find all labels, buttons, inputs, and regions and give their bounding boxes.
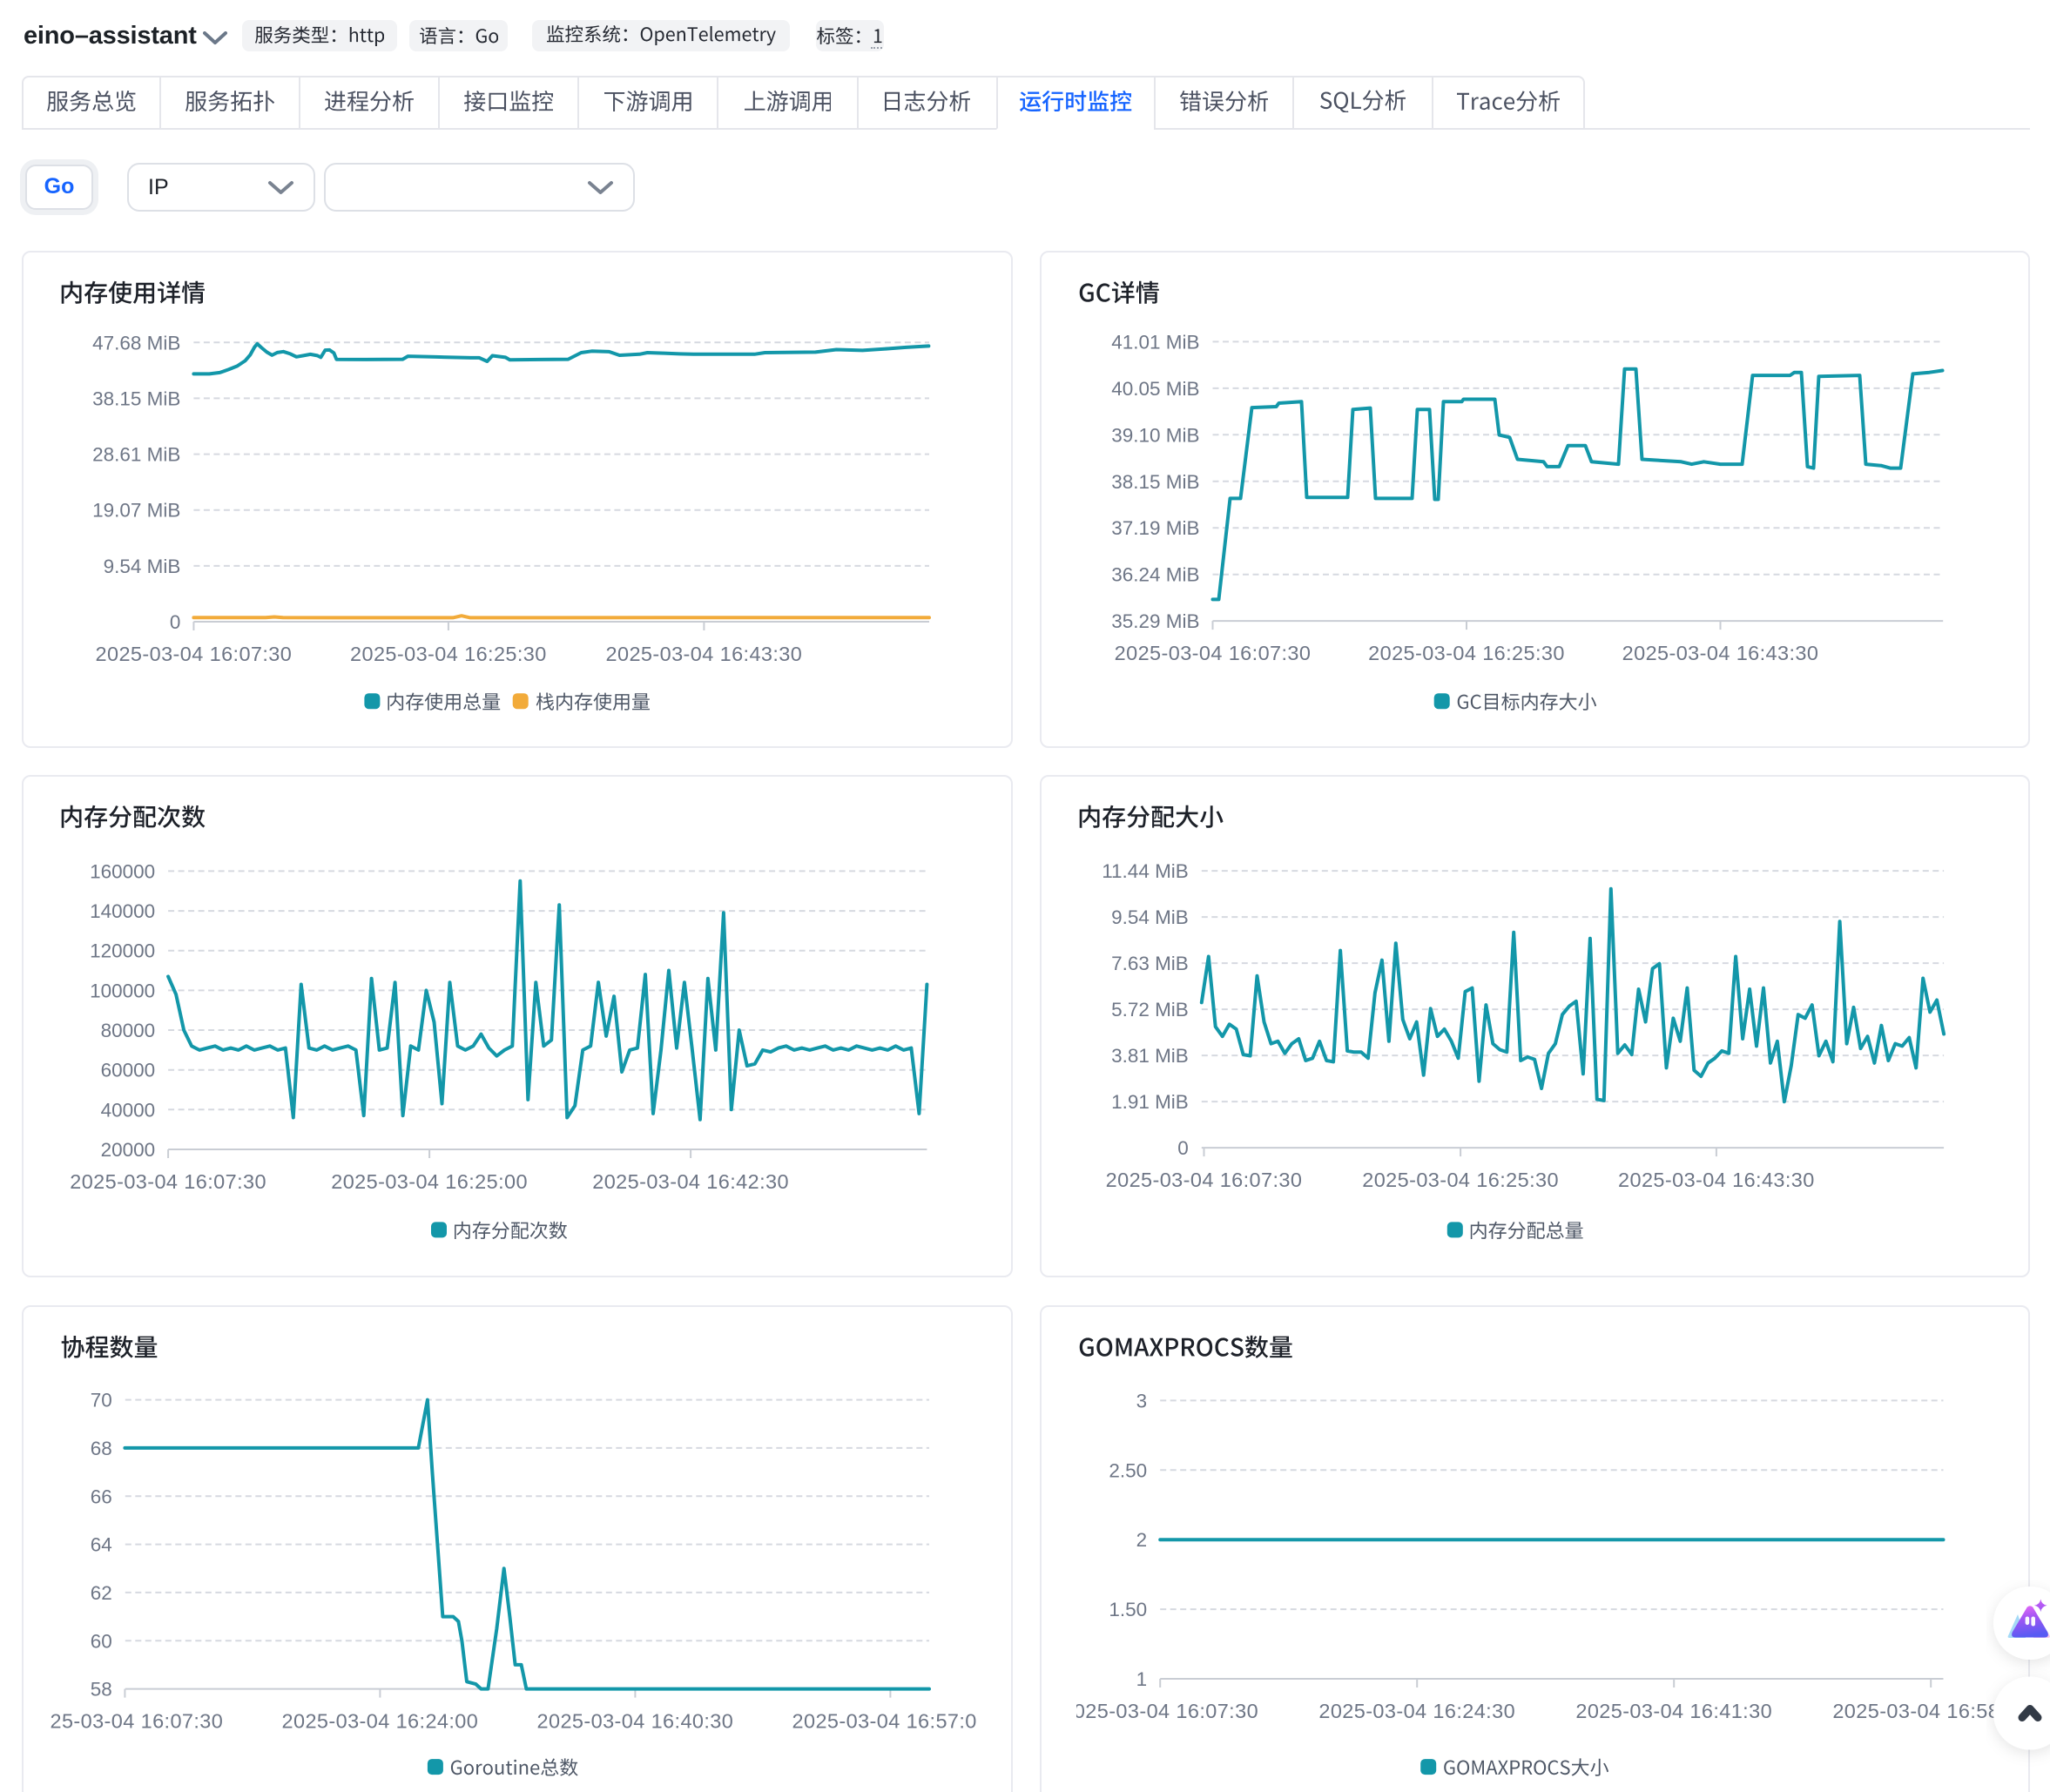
svg-text:64: 64	[90, 1534, 111, 1556]
svg-text:2025-03-04 16:42:30: 2025-03-04 16:42:30	[592, 1170, 789, 1193]
svg-text:0: 0	[1177, 1137, 1189, 1159]
svg-text:62: 62	[90, 1582, 111, 1604]
svg-text:2025-03-04 16:57:00: 2025-03-04 16:57:00	[792, 1710, 988, 1733]
svg-text:36.24 MiB: 36.24 MiB	[1111, 563, 1199, 585]
svg-text:2025-03-04 16:25:30: 2025-03-04 16:25:30	[350, 643, 547, 665]
svg-text:38.15 MiB: 38.15 MiB	[92, 387, 180, 409]
svg-text:2025-03-04 16:07:30: 2025-03-04 16:07:30	[1105, 1169, 1302, 1191]
svg-text:2025-03-04 16:25:30: 2025-03-04 16:25:30	[1368, 642, 1565, 664]
svg-text:37.19 MiB: 37.19 MiB	[1111, 517, 1199, 539]
svg-text:2025-03-04 16:43:30: 2025-03-04 16:43:30	[1622, 642, 1818, 664]
svg-text:2025-03-04 16:43:30: 2025-03-04 16:43:30	[605, 643, 802, 665]
svg-text:2025-03-04 16:43:30: 2025-03-04 16:43:30	[1618, 1169, 1815, 1191]
svg-text:2025-03-04 16:07:30: 2025-03-04 16:07:30	[26, 1710, 223, 1733]
svg-text:35.29 MiB: 35.29 MiB	[1111, 610, 1199, 632]
svg-text:2025-03-04 16:07:30: 2025-03-04 16:07:30	[70, 1170, 266, 1193]
svg-text:41.01 MiB: 41.01 MiB	[1111, 331, 1199, 353]
svg-text:39.10 MiB: 39.10 MiB	[1111, 424, 1199, 446]
svg-text:100000: 100000	[90, 980, 155, 1002]
svg-text:2025-03-04 16:07:30: 2025-03-04 16:07:30	[95, 643, 292, 665]
svg-text:11.44 MiB: 11.44 MiB	[1102, 860, 1189, 882]
svg-text:60000: 60000	[100, 1060, 155, 1081]
svg-text:58: 58	[90, 1679, 111, 1701]
svg-text:9.54 MiB: 9.54 MiB	[103, 555, 180, 576]
svg-text:2025-03-04 16:07:30: 2025-03-04 16:07:30	[1114, 642, 1311, 664]
svg-text:160000: 160000	[90, 861, 155, 883]
svg-text:20000: 20000	[100, 1139, 155, 1161]
svg-text:38.15 MiB: 38.15 MiB	[1111, 470, 1199, 492]
svg-text:19.07 MiB: 19.07 MiB	[92, 499, 180, 521]
svg-text:2025-03-04 16:58:30: 2025-03-04 16:58:30	[1832, 1700, 2029, 1722]
svg-text:2.50: 2.50	[1109, 1460, 1147, 1482]
svg-text:2: 2	[1136, 1530, 1147, 1552]
svg-text:120000: 120000	[90, 940, 155, 962]
svg-text:1.91 MiB: 1.91 MiB	[1111, 1091, 1189, 1113]
svg-text:2025-03-04 16:24:00: 2025-03-04 16:24:00	[281, 1710, 478, 1733]
svg-text:3.81 MiB: 3.81 MiB	[1111, 1045, 1189, 1067]
svg-text:2025-03-04 16:41:30: 2025-03-04 16:41:30	[1575, 1700, 1772, 1722]
svg-text:9.54 MiB: 9.54 MiB	[1111, 906, 1189, 928]
svg-text:66: 66	[90, 1486, 111, 1508]
svg-text:2025-03-04 16:07:30: 2025-03-04 16:07:30	[1062, 1700, 1258, 1722]
svg-text:0: 0	[169, 611, 180, 633]
svg-text:60: 60	[90, 1631, 111, 1653]
svg-text:28.61 MiB: 28.61 MiB	[92, 443, 180, 465]
svg-text:3: 3	[1136, 1391, 1147, 1412]
svg-text:1.50: 1.50	[1109, 1599, 1147, 1620]
svg-text:68: 68	[90, 1438, 111, 1459]
svg-text:40000: 40000	[100, 1100, 155, 1122]
svg-text:5.72 MiB: 5.72 MiB	[1111, 999, 1189, 1021]
svg-text:2025-03-04 16:25:00: 2025-03-04 16:25:00	[331, 1170, 528, 1193]
svg-text:40.05 MiB: 40.05 MiB	[1111, 377, 1199, 399]
svg-text:80000: 80000	[100, 1020, 155, 1041]
svg-text:70: 70	[90, 1390, 111, 1411]
svg-text:7.63 MiB: 7.63 MiB	[1111, 953, 1189, 974]
svg-text:2025-03-04 16:25:30: 2025-03-04 16:25:30	[1362, 1169, 1559, 1191]
svg-text:140000: 140000	[90, 900, 155, 922]
svg-text:1: 1	[1136, 1668, 1147, 1690]
svg-text:47.68 MiB: 47.68 MiB	[92, 332, 180, 354]
svg-text:2025-03-04 16:40:30: 2025-03-04 16:40:30	[536, 1710, 733, 1733]
svg-text:2025-03-04 16:24:30: 2025-03-04 16:24:30	[1318, 1700, 1515, 1722]
